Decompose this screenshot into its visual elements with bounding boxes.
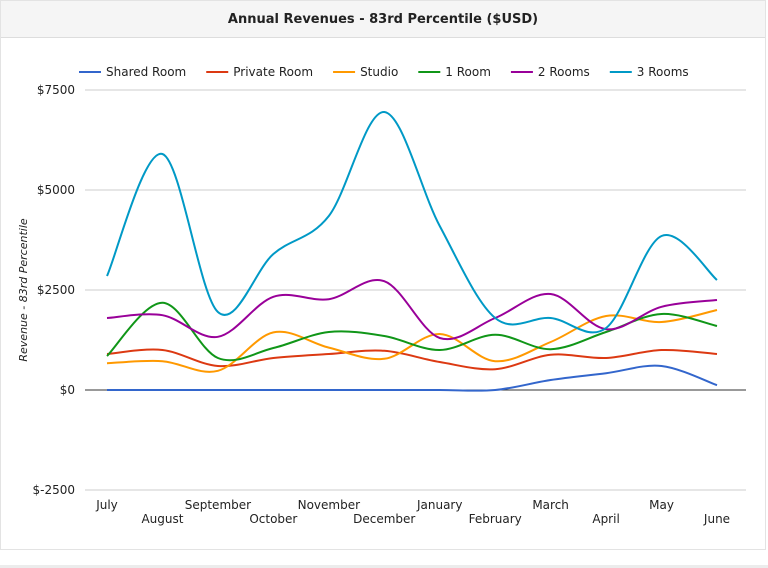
series-line-2-rooms — [106, 279, 718, 341]
legend-item-2-rooms[interactable]: 2 Rooms — [510, 65, 590, 79]
legend: Shared Room Private Room Studio 1 Room 2 Roo… — [79, 65, 689, 79]
bottom-strip — [0, 565, 768, 568]
legend-label: Private Room — [233, 65, 313, 79]
y-tick-label: $7500 — [37, 83, 75, 97]
panel-header: Annual Revenues - 83rd Percentile ($USD) — [1, 1, 765, 38]
y-tick-label: $-2500 — [32, 483, 75, 497]
y-axis-label: Revenue - 83rd Percentile — [17, 218, 30, 361]
x-tick-label: March — [532, 498, 569, 512]
series-lines — [106, 110, 718, 392]
y-axis-tick-labels: $-2500 $0 $2500 $5000 $7500 — [32, 83, 75, 497]
legend-item-1-room[interactable]: 1 Room — [418, 65, 491, 79]
legend-label: 3 Rooms — [637, 65, 689, 79]
legend-label: Shared Room — [106, 65, 186, 79]
series-line-3-rooms — [106, 110, 718, 334]
legend-item-3-rooms[interactable]: 3 Rooms — [609, 65, 689, 79]
x-tick-label: May — [649, 498, 674, 512]
line-chart: $-2500 $0 $2500 $5000 $7500 July AugustSeptem… — [17, 65, 746, 526]
x-tick-label: June — [703, 512, 730, 526]
legend-item-private-room[interactable]: Private Room — [206, 65, 313, 79]
x-tick-label: November — [298, 498, 360, 512]
x-tick-label: April — [592, 512, 619, 526]
x-tick-label: December — [353, 512, 415, 526]
grid-lines — [85, 89, 746, 491]
y-tick-label: $2500 — [37, 283, 75, 297]
legend-item-shared-room[interactable]: Shared Room — [79, 65, 186, 79]
chart-panel: Annual Revenues - 83rd Percentile ($USD)… — [0, 0, 766, 550]
x-tick-label: January — [416, 498, 463, 512]
x-tick-label: October — [249, 512, 297, 526]
legend-label: Studio — [360, 65, 398, 79]
legend-label: 2 Rooms — [538, 65, 590, 79]
series-line-1-room — [106, 301, 718, 362]
chart-title: Annual Revenues - 83rd Percentile ($USD) — [227, 11, 539, 27]
series-line-shared-room — [106, 364, 718, 392]
legend-item-studio[interactable]: Studio — [333, 65, 398, 79]
x-tick-label: September — [185, 498, 251, 512]
series-line-studio — [106, 309, 718, 373]
x-tick-label: February — [469, 512, 522, 526]
x-axis-tick-labels: July AugustSeptemberOctoberNovemberDecemb… — [95, 498, 730, 526]
x-tick-label: July — [95, 498, 118, 512]
legend-label: 1 Room — [445, 65, 491, 79]
x-tick-label: August — [141, 512, 183, 526]
series-line-private-room — [106, 348, 718, 371]
y-tick-label: $5000 — [37, 183, 75, 197]
y-tick-label: $0 — [60, 383, 75, 397]
